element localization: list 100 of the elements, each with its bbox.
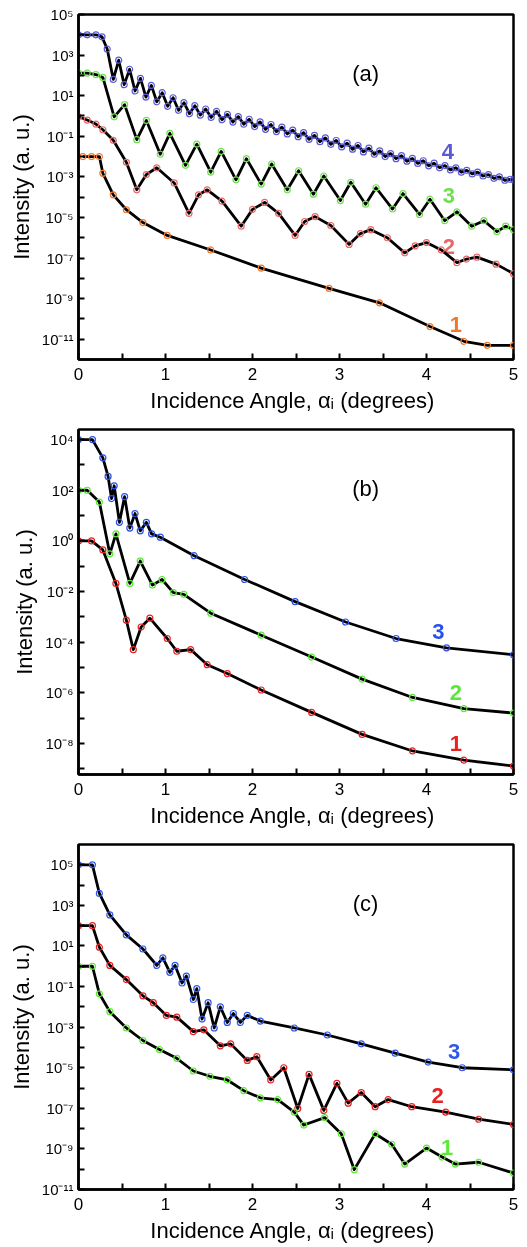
series-label: 3 [442,182,455,208]
point [203,661,211,669]
point [139,218,147,227]
point [458,1064,466,1072]
point [142,170,150,179]
point [163,634,171,643]
point [110,482,118,490]
point [371,1103,379,1111]
point [206,1072,214,1080]
point [383,234,391,242]
point [88,435,97,444]
point [291,598,299,606]
point [99,454,107,462]
point [110,113,118,121]
point [240,1087,248,1095]
point [311,213,319,221]
point [391,1049,399,1057]
y-tick-label: 10² [51,481,74,499]
y-tick-label: 10⁻⁷ [46,1099,74,1117]
point [422,1144,431,1152]
y-tick-label: 10³ [51,46,74,64]
point [198,1015,206,1023]
point [194,191,203,199]
point [170,179,178,187]
point [295,167,303,175]
point [462,255,471,263]
point [283,186,291,194]
point [122,616,130,624]
point [460,756,468,764]
y-axis-title: Intensity (a. u.) [8,944,34,1090]
point [83,69,91,77]
y-tick-label: 10⁻¹¹ [41,1181,74,1198]
point [133,186,141,194]
y-tick-label: 10⁻⁷ [46,249,74,267]
series-label: 1 [449,731,462,757]
point [356,230,364,238]
x-tick-label: 5 [508,364,519,384]
x-tick-label: 1 [160,1194,171,1214]
point [256,1094,264,1102]
point [139,992,147,1000]
point [87,152,96,161]
point [169,589,177,597]
point [142,116,150,125]
point [442,1108,450,1116]
point [79,152,87,161]
point [92,120,100,128]
point [217,147,225,155]
y-tick-label: 10⁻⁵ [45,1059,74,1077]
point [178,979,186,987]
point [468,222,476,230]
point [415,210,424,219]
point [106,911,114,919]
y-tick-label: 10⁻⁹ [45,290,74,308]
point [424,1058,432,1066]
y-tick-label: 10¹ [51,937,74,955]
x-tick-label: 0 [73,779,84,799]
y-tick-label: 10⁵ [50,856,74,874]
point [156,533,164,541]
series-label: 3 [447,1038,461,1064]
point [426,322,434,331]
point [480,217,488,225]
point [308,708,316,716]
x-tick-label: 0 [73,364,84,384]
series-label: 1 [449,312,462,338]
point [442,644,451,652]
point [92,70,100,79]
x-tick-label: 4 [421,364,432,384]
point [88,922,97,930]
point [109,191,117,199]
point [171,961,179,970]
x-tick-label: 2 [247,779,258,799]
point [200,1026,208,1034]
point [257,180,265,188]
point [358,675,366,683]
y-tick-label: 10¹ [51,87,74,105]
point [95,889,103,897]
point [257,631,265,639]
point [243,1011,251,1019]
point [237,222,245,230]
y-tick-label: 10⁻⁸ [45,735,74,753]
point [137,623,145,631]
point [408,747,417,755]
point [95,152,103,161]
point [136,557,144,565]
point [227,1040,235,1048]
point [323,1031,331,1039]
point [88,861,97,869]
point [347,178,355,186]
annotation: (c) [352,890,379,916]
point [166,129,174,137]
point [275,209,283,217]
x-tick-label: 0 [73,1194,84,1214]
y-tick-label: 10⁴ [50,431,74,449]
point [268,160,276,168]
point [159,954,167,962]
point [122,931,130,939]
y-tick-label: 10⁻³ [46,168,74,186]
point [203,186,211,194]
x-tick-label: 2 [247,1194,258,1214]
point [216,1003,224,1011]
